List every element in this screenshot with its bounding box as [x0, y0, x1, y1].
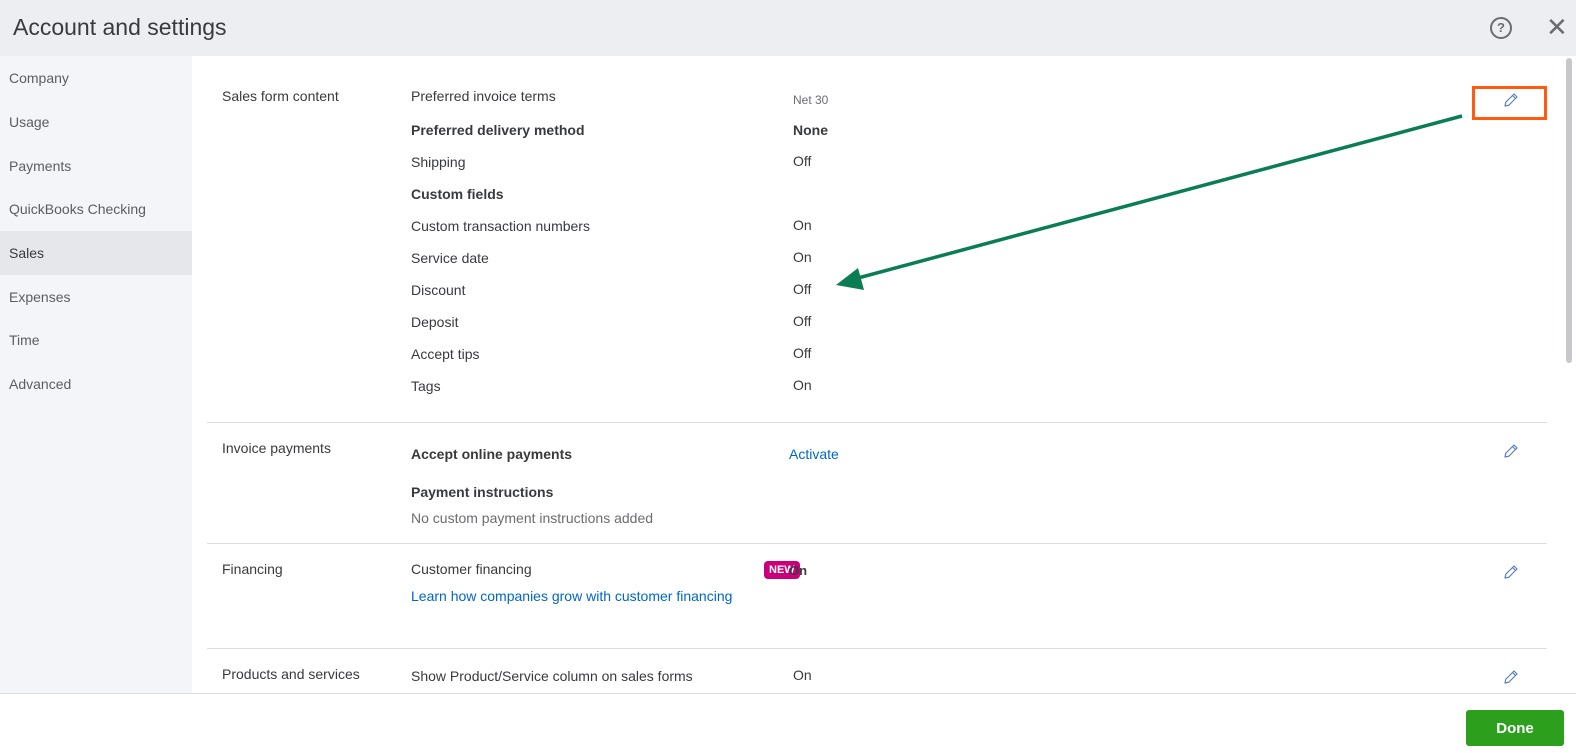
row-value-invoice-terms: Net 30	[793, 93, 829, 107]
new-badge: NEW	[764, 561, 800, 579]
sidebar-item-advanced[interactable]: Advanced	[9, 376, 72, 392]
modal-header: Account and settings ? ✕	[0, 0, 1576, 56]
row-value-tags: On	[793, 377, 812, 393]
edit-financing-button[interactable]	[1497, 558, 1525, 586]
row-label-show-product-column: Show Product/Service column on sales for…	[411, 668, 693, 684]
page-title: Account and settings	[13, 14, 227, 40]
divider	[207, 543, 1547, 544]
row-label-customer-financing: Customer financing	[411, 561, 532, 577]
pencil-icon	[1504, 565, 1518, 579]
row-label-payment-instructions: Payment instructions	[411, 484, 554, 500]
help-circle-icon[interactable]: ?	[1490, 17, 1512, 39]
sidebar-item-usage[interactable]: Usage	[9, 114, 50, 130]
row-label-accept-online-payments: Accept online payments	[411, 446, 573, 462]
row-value-deposit: Off	[793, 313, 812, 329]
row-label-tags: Tags	[411, 378, 441, 394]
modal-footer: Done	[0, 693, 1576, 753]
section-invoice-payments: Invoice payments	[222, 440, 331, 456]
section-sales-form-content: Sales form content	[222, 88, 339, 104]
sidebar-item-company[interactable]: Company	[9, 70, 69, 86]
pencil-icon	[1504, 670, 1518, 684]
row-label-accept-tips: Accept tips	[411, 346, 480, 362]
sidebar-item-quickbooks-checking[interactable]: QuickBooks Checking	[9, 201, 146, 217]
pencil-icon	[1504, 444, 1518, 458]
activate-link[interactable]: Activate	[789, 446, 839, 462]
edit-products-button[interactable]	[1497, 663, 1525, 691]
edit-sales-form-button[interactable]	[1497, 86, 1525, 114]
row-label-discount: Discount	[411, 282, 466, 298]
section-products-and-services: Products and services	[222, 666, 360, 682]
pencil-icon	[1504, 93, 1518, 107]
learn-financing-link[interactable]: Learn how companies grow with customer f…	[411, 588, 733, 604]
row-label-custom-transaction-numbers: Custom transaction numbers	[411, 218, 590, 234]
done-button[interactable]: Done	[1466, 710, 1564, 746]
close-icon[interactable]: ✕	[1546, 12, 1568, 42]
row-value-payment-instructions: No custom payment instructions added	[411, 510, 654, 526]
section-financing: Financing	[222, 561, 283, 577]
row-label-delivery-method: Preferred delivery method	[411, 122, 585, 138]
row-value-show-product-column: On	[793, 667, 812, 683]
content-scrollbar[interactable]	[1564, 56, 1576, 693]
row-value-accept-tips: Off	[793, 345, 812, 361]
sidebar-item-payments[interactable]: Payments	[9, 158, 72, 174]
row-value-shipping: Off	[793, 153, 812, 169]
row-customer-financing: Customer financing NEW	[411, 561, 800, 579]
settings-sidebar: Company Usage Payments QuickBooks Checki…	[0, 56, 192, 693]
row-label-invoice-terms: Preferred invoice terms	[411, 88, 556, 104]
row-value-custom-transaction-numbers: On	[793, 217, 812, 233]
row-value-service-date: On	[793, 249, 812, 265]
sidebar-item-expenses[interactable]: Expenses	[9, 289, 71, 305]
divider	[207, 648, 1547, 649]
edit-highlight-box	[1472, 86, 1547, 120]
row-value-delivery-method: None	[793, 122, 828, 138]
sidebar-item-time[interactable]: Time	[9, 332, 40, 348]
row-value-discount: Off	[793, 281, 812, 297]
row-label-deposit: Deposit	[411, 314, 459, 330]
divider	[207, 422, 1547, 423]
scroll-thumb[interactable]	[1566, 58, 1572, 363]
row-value-customer-financing: On	[789, 563, 808, 578]
sidebar-item-sales[interactable]: Sales	[0, 231, 192, 275]
settings-content: Sales form content Preferred invoice ter…	[192, 56, 1564, 693]
row-label-shipping: Shipping	[411, 154, 466, 170]
row-label-custom-fields: Custom fields	[411, 186, 504, 202]
edit-invoice-payments-button[interactable]	[1497, 437, 1525, 465]
row-label-service-date: Service date	[411, 250, 489, 266]
